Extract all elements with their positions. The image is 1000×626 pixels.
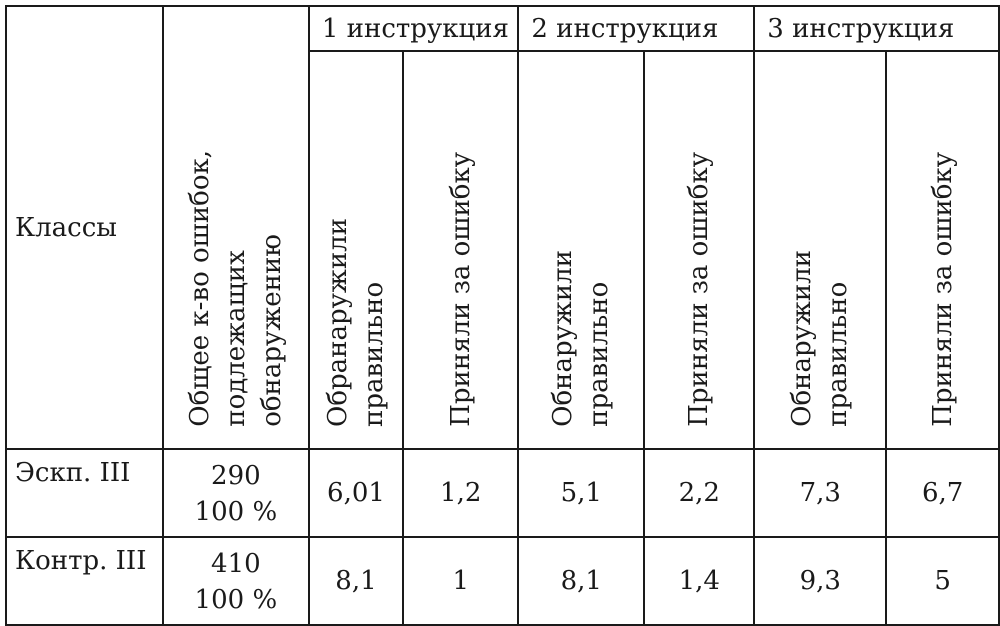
row-total: 290 100 % [161,448,310,538]
row-label: Эскп. III [5,448,164,538]
header-total: Общее к-во ошибок, подлежащих обнаружени… [161,5,310,450]
table-cell: 1,4 [643,536,756,626]
row-label: Контр. III [5,536,164,626]
table-cell: 8,1 [307,536,405,626]
table-cell: 5 [885,536,1000,626]
header-sub-1-detected: Обранаружили правильно [307,50,405,450]
header-sub-2-detected: Обнаружили правильно [517,50,646,450]
table-cell: 1 [402,536,520,626]
header-group-1: 1 инструкция [307,5,520,52]
header-group-3: 3 инструкция [753,5,1000,52]
header-sub-1-mistaken: Приняли за ошибку [402,50,520,450]
table-cell: 9,3 [753,536,888,626]
table-cell: 6,7 [885,448,1000,538]
header-sub-3-mistaken: Приняли за ошибку [885,50,1000,450]
header-classes: Классы [5,5,164,450]
table-cell: 2,2 [643,448,756,538]
table-cell: 8,1 [517,536,646,626]
header-sub-3-detected: Обнаружили правильно [753,50,888,450]
header-row-groups: Классы Общее к-во ошибок, подлежащих обн… [5,5,1000,450]
header-classes-label: Классы [15,212,117,243]
header-total-label: Общее к-во ошибок, подлежащих обнаружени… [184,150,287,427]
header-row-sub: Обранаружили правильно Приняли за ошибку… [6,50,1000,450]
table-cell: 5,1 [517,448,646,538]
table-cell: 6,01 [307,448,405,538]
header-sub-2-mistaken: Приняли за ошибку [643,50,756,450]
data-table: Классы Общее к-во ошибок, подлежащих обн… [5,5,1000,626]
table-row: Эскп. III 290 100 % 6,01 1,2 5,1 2,2 7,3… [5,448,1000,538]
header-group-2: 2 инструкция [517,5,756,52]
table-cell: 7,3 [753,448,888,538]
table-row: Контр. III 410 100 % 8,1 1 8,1 1,4 9,3 5 [5,536,1000,626]
row-total: 410 100 % [161,536,310,626]
table-cell: 1,2 [402,448,520,538]
